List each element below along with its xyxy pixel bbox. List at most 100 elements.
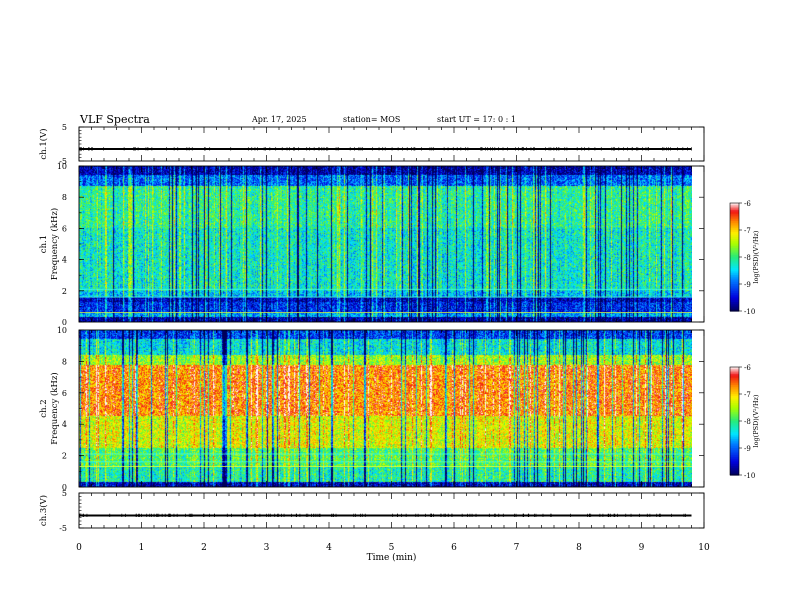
spectrogram-ch2-image (79, 330, 692, 487)
xaxis-tick-3: 3 (264, 543, 270, 553)
colorbar-ch1-cell (730, 302, 739, 305)
colorbar-ch2-cell (730, 419, 739, 422)
colorbar-ch2-ticklabel--9: -9 (744, 445, 751, 453)
xaxis-tick-5: 5 (389, 543, 395, 553)
colorbar-ch2-cell (730, 415, 739, 418)
colorbar-ch2-cell (730, 417, 739, 420)
colorbar-ch1-cell (730, 219, 739, 222)
colorbar-ch1-cell (730, 293, 739, 296)
colorbar-ch2-cell (730, 440, 739, 444)
colorbar-ch2-cell (730, 374, 739, 377)
ch2-spectrogram-ytick-4: 4 (62, 420, 67, 429)
ch2-spectrogram-ytick-8: 8 (62, 357, 67, 366)
colorbar-ch1-ticklabel--6: -6 (744, 200, 751, 208)
colorbar-ch2-cell (730, 439, 739, 442)
colorbar-ch1-cell (730, 215, 739, 218)
colorbar-ch2-cell (730, 372, 739, 375)
colorbar-ch2-cell (730, 404, 739, 408)
colorbar-ch1-ticklabel--8: -8 (744, 254, 751, 262)
colorbar-ch1-cell (730, 239, 739, 242)
colorbar-ch2-cell (730, 388, 739, 391)
colorbar-ch1-cell (730, 213, 739, 217)
start-ut-label: start UT = 17: 0 : 1 (437, 115, 516, 124)
xaxis-tick-8: 8 (576, 543, 582, 553)
ch1-waveform-ytick-5: 5 (62, 123, 67, 132)
ch2-spectrogram-ylabel-1: Frequency (kHz) (49, 372, 60, 444)
colorbar-ch2-cell (730, 392, 739, 395)
ch2-spectrogram-ytick-6: 6 (62, 389, 67, 398)
xaxis-tick-1: 1 (139, 543, 145, 553)
colorbar-ch2-cell (730, 413, 739, 417)
colorbar-ch1-cell (730, 276, 739, 280)
colorbar-ch2-cell (730, 435, 739, 438)
ch3-waveform-ytick-5: 5 (62, 489, 67, 498)
colorbar-ch1-ticklabel--7: -7 (744, 227, 751, 235)
ch2-spectrogram-ytick-0: 0 (62, 483, 67, 492)
colorbar-ch1-cell (730, 221, 739, 224)
colorbar-ch1-cell (730, 267, 739, 271)
colorbar-ch1-cell (730, 203, 739, 206)
colorbar-ch2-cell (730, 458, 739, 462)
colorbar-ch1-cell (730, 210, 739, 213)
colorbar-ch1-cell (730, 305, 739, 308)
colorbar-ch2-cell (730, 426, 739, 429)
colorbar-ch1-cell (730, 282, 739, 285)
colorbar-ch1-cell (730, 224, 739, 227)
colorbar-ch2-cell (730, 428, 739, 431)
colorbar-ch1-cell (730, 269, 739, 272)
colorbar-ch1-cell (730, 251, 739, 254)
colorbar-ch1-cell (730, 278, 739, 281)
colorbar-ch2-cell (730, 368, 739, 372)
colorbar-ch1-cell (730, 258, 739, 262)
ch3-waveform-ytick--5: -5 (59, 524, 67, 533)
xaxis-tick-4: 4 (326, 543, 332, 553)
colorbar-ch2-cell (730, 422, 739, 426)
colorbar-ch2-cell (730, 376, 739, 379)
xaxis-tick-7: 7 (514, 543, 520, 553)
colorbar-ch1-cell (730, 309, 739, 312)
colorbar-ch2-cell (730, 444, 739, 447)
colorbar-ch1-cell (730, 240, 739, 244)
colorbar-ch2-cell (730, 453, 739, 456)
colorbar-ch1-cell (730, 231, 739, 235)
colorbar-ch2-cell (730, 401, 739, 404)
colorbar-ch2 (730, 367, 739, 476)
colorbar-ch2-cell (730, 379, 739, 382)
colorbar-ch2-cell (730, 451, 739, 454)
ch2-spectrogram-ytick-10: 10 (57, 326, 67, 335)
ch1-waveform-ytick--5: -5 (59, 157, 67, 166)
colorbar-ch1-cell (730, 266, 739, 269)
colorbar-ch1-cell (730, 271, 739, 274)
ch1-spectrogram-ytick-10: 10 (57, 162, 67, 171)
colorbar-ch1-cell (730, 237, 739, 240)
figure-title: VLF Spectra (80, 113, 150, 126)
ch1-spectrogram-ytick-4: 4 (62, 256, 67, 265)
colorbar-ch2-cell (730, 421, 739, 424)
colorbar-ch1-cell (730, 287, 739, 290)
colorbar-ch1-cell (730, 206, 739, 209)
colorbar-ch2-cell (730, 386, 739, 390)
xaxis-tick-10: 10 (698, 543, 710, 553)
colorbar-ch1-cell (730, 284, 739, 287)
colorbar-ch2-cell (730, 431, 739, 435)
xaxis-tick-0: 0 (76, 543, 82, 553)
colorbar-ch2-cell (730, 469, 739, 472)
colorbar-ch2-ticklabel--10: -10 (744, 472, 755, 480)
colorbar-ch2-cell (730, 397, 739, 400)
colorbar-ch1-cell (730, 212, 739, 215)
colorbar-ch1-cell (730, 307, 739, 310)
colorbar-ch1-cell (730, 208, 739, 211)
colorbar-ch2-cell (730, 455, 739, 458)
colorbar-ch1-cell (730, 294, 739, 298)
colorbar-ch2-cell (730, 462, 739, 465)
colorbar-ch1-cell (730, 222, 739, 226)
colorbar-ch1 (730, 203, 739, 312)
colorbar-ch1-ticklabel--10: -10 (744, 308, 755, 316)
colorbar-ch1-cell (730, 242, 739, 245)
colorbar-ch2-ticklabel--8: -8 (744, 418, 751, 426)
colorbar-ch1-cell (730, 257, 739, 260)
ch1-spectrogram-ylabel-0: ch.1 (39, 235, 49, 253)
colorbar-ch1-cell (730, 233, 739, 236)
colorbar-ch2-cell (730, 471, 739, 474)
